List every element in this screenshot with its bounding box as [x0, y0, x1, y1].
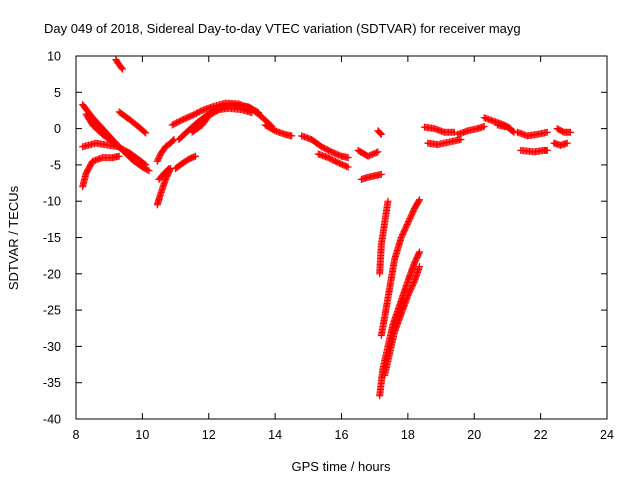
data-point	[376, 129, 384, 137]
y-tick-label: -20	[43, 267, 61, 281]
series-arc31	[553, 125, 574, 136]
data-point	[377, 170, 385, 178]
series-arc21	[377, 196, 423, 340]
series-arc3	[79, 139, 123, 151]
data-point	[376, 130, 384, 138]
data-point	[374, 148, 382, 156]
series-arc28	[493, 121, 518, 136]
data-point	[169, 136, 177, 144]
series-arc23	[381, 263, 423, 379]
data-point	[543, 128, 551, 136]
y-axis-label: SDTVAR / TECUs	[6, 185, 21, 290]
data-point	[164, 166, 172, 174]
series-arc29	[513, 128, 551, 140]
data-point	[563, 139, 571, 147]
data-point	[415, 249, 423, 257]
plot-frame	[75, 55, 608, 420]
data-point	[415, 263, 423, 271]
y-tick-label: -30	[43, 340, 61, 354]
series-arc8	[155, 165, 173, 183]
data-point	[255, 109, 263, 117]
x-tick-label: 24	[600, 428, 614, 442]
data-point	[384, 197, 392, 205]
series-arc4	[79, 152, 123, 191]
data-point	[543, 146, 551, 154]
series-arc19	[374, 127, 385, 138]
data-point	[415, 197, 423, 205]
series-arc17	[354, 146, 382, 160]
data-point	[115, 152, 123, 160]
chart-title: Day 049 of 2018, Sidereal Day-to-day VTE…	[44, 21, 521, 36]
y-tick-label: -5	[50, 158, 61, 172]
data-point	[415, 196, 423, 204]
data-point	[141, 128, 149, 136]
x-tick-label: 18	[401, 428, 415, 442]
data-point	[142, 161, 150, 169]
series-arc15	[298, 132, 352, 162]
y-tick-label: -25	[43, 304, 61, 318]
data-points	[79, 56, 574, 400]
series-arc6	[115, 108, 150, 137]
series-arc25	[424, 135, 465, 149]
data-point	[141, 160, 149, 168]
series-arc14	[261, 121, 296, 140]
y-tick-label: -15	[43, 231, 61, 245]
x-axis-label: GPS time / hours	[292, 459, 391, 474]
series-arc13	[175, 101, 263, 143]
x-tick-label: 20	[467, 428, 481, 442]
series-arc10	[172, 152, 199, 173]
data-point	[373, 148, 381, 156]
y-tick-label: -35	[43, 376, 61, 390]
series-arc18	[357, 170, 385, 183]
series-arc26	[454, 122, 488, 138]
data-point	[118, 65, 126, 73]
data-point	[115, 143, 123, 151]
data-point	[144, 166, 152, 174]
x-tick-label: 8	[73, 428, 80, 442]
data-point	[191, 152, 199, 160]
data-point	[343, 162, 351, 170]
data-point	[344, 163, 352, 171]
data-point	[118, 64, 126, 72]
data-point	[377, 130, 385, 138]
y-tick-label: 0	[54, 122, 61, 136]
data-point	[415, 248, 423, 256]
y-tick-label: -40	[43, 413, 61, 427]
series-arc32	[550, 139, 571, 149]
data-point	[253, 108, 261, 116]
data-point	[145, 167, 153, 175]
series-arc16	[314, 150, 352, 171]
x-tick-label: 12	[202, 428, 216, 442]
series-arc9	[153, 135, 178, 165]
x-tick-label: 10	[135, 428, 149, 442]
data-point	[344, 154, 352, 162]
y-tick-label: 5	[54, 86, 61, 100]
data-point	[457, 135, 465, 143]
data-point	[566, 128, 574, 136]
y-tick-label: -10	[43, 195, 61, 209]
series-arc5	[112, 56, 126, 73]
x-tick-label: 16	[335, 428, 349, 442]
x-tick-label: 22	[534, 428, 548, 442]
x-tick-label: 14	[268, 428, 282, 442]
series-arc20	[376, 197, 392, 278]
data-point	[165, 165, 173, 173]
series-arc7	[153, 165, 175, 209]
axis-ticks: 8 10 12 14 16 18 20 22 24 10 5 0 -5 -10 -15 -20 -25 -30 -3…	[43, 50, 614, 443]
y-tick-label: 10	[47, 50, 61, 64]
data-point	[142, 129, 150, 137]
data-point	[288, 132, 296, 140]
series-arc30	[517, 146, 551, 156]
data-point	[480, 122, 488, 130]
data-point	[509, 127, 517, 135]
series-arc24	[420, 123, 458, 136]
